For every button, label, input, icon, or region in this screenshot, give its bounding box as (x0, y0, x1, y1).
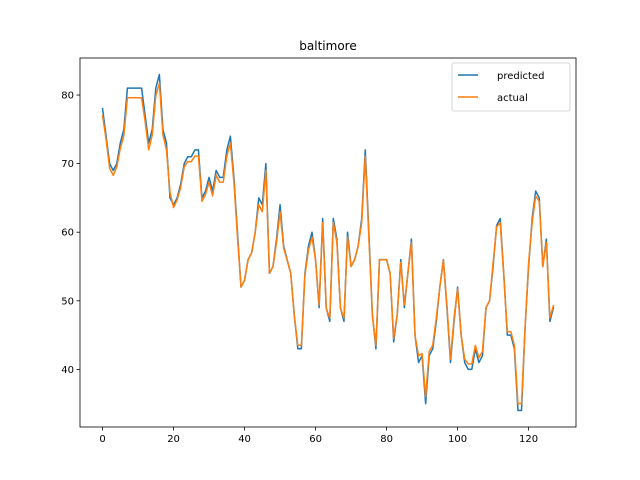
x-tick-label: 100 (448, 434, 467, 445)
plot-frame (79, 57, 577, 428)
y-tick-label: 60 (61, 228, 74, 239)
y-tick-label: 50 (61, 296, 74, 307)
legend-items: predicted actual (458, 71, 544, 104)
y-tick-label: 70 (61, 159, 74, 170)
x-tick-label: 60 (309, 434, 322, 445)
chart-title: baltimore (299, 39, 356, 53)
legend-frame (451, 62, 571, 112)
series-line-actual (101, 82, 555, 405)
series-layer (101, 73, 555, 412)
legend-label-predicted: predicted (497, 71, 544, 82)
ticks-layer: 0 20 40 60 80 100 120 40 50 60 70 80 (61, 91, 538, 445)
x-tick-label: 0 (99, 434, 105, 445)
x-tick-label: 120 (519, 434, 538, 445)
legend: predicted actual (451, 62, 571, 112)
x-tick-label: 40 (238, 434, 251, 445)
legend-label-actual: actual (497, 93, 528, 104)
y-tick-label: 80 (61, 91, 74, 102)
y-tick-label: 40 (61, 365, 74, 376)
x-tick-label: 80 (380, 434, 393, 445)
x-tick-label: 20 (167, 434, 180, 445)
